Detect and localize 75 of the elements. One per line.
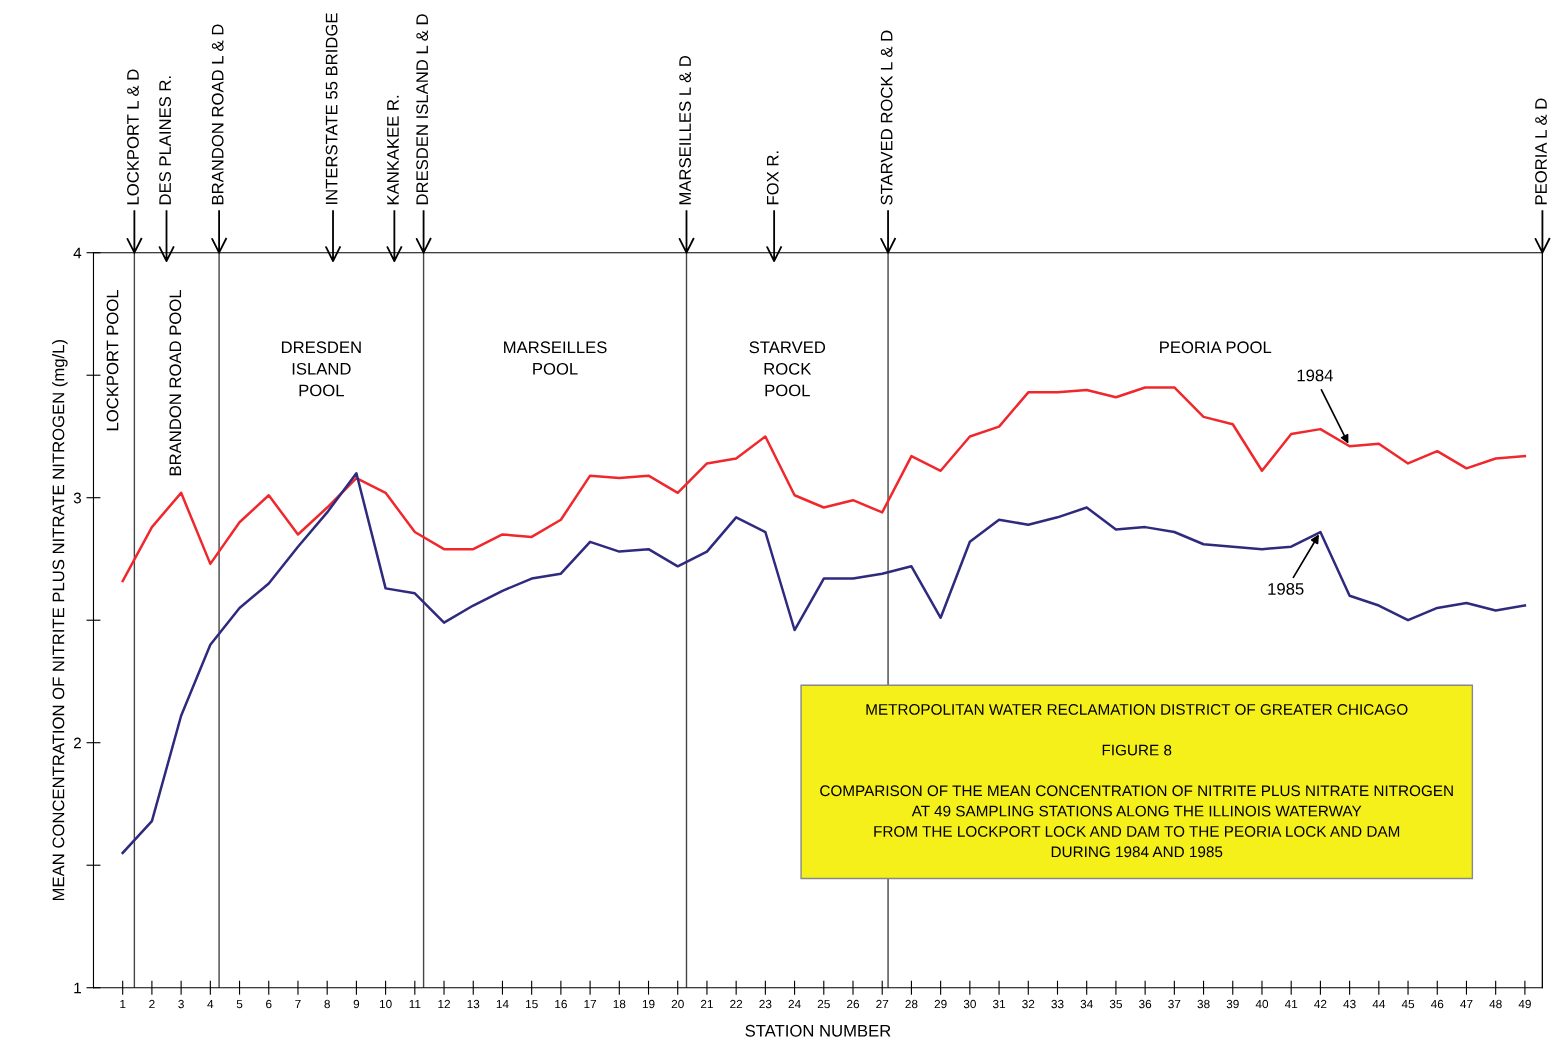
y-tick-label: 1	[74, 982, 81, 994]
x-tick-label: 35	[1109, 999, 1122, 1009]
x-tick-label: 1	[120, 999, 126, 1009]
ref-line-label: DES PLAINES R.	[159, 76, 171, 205]
x-tick-label: 45	[1401, 999, 1415, 1009]
annotation: BRANDON ROAD POOL	[169, 290, 182, 476]
annotation: STARVED ROCK POOL	[749, 341, 826, 397]
x-tick-label: 44	[1372, 999, 1386, 1009]
x-tick-label: 37	[1168, 999, 1181, 1009]
x-tick-label: 43	[1343, 999, 1356, 1009]
x-tick-label: 22	[730, 999, 743, 1009]
x-tick-label: 21	[700, 999, 713, 1009]
x-tick-label: 3	[178, 999, 184, 1009]
annotation: MARSEILLES POOL	[504, 341, 607, 375]
y-tick-label: 2	[73, 737, 81, 749]
x-tick-label: 36	[1139, 999, 1152, 1009]
x-tick-label: 11	[409, 999, 421, 1009]
annotation: PEORIA POOL	[1160, 341, 1272, 354]
ref-line-label: STARVED ROCK L & D	[880, 30, 893, 205]
ref-line-label: FOX R.	[766, 151, 779, 205]
x-tick-label: 18	[613, 999, 626, 1009]
x-tick-label: 9	[353, 999, 360, 1009]
x-tick-label: 41	[1284, 999, 1298, 1009]
x-tick-label: 27	[876, 999, 889, 1009]
x-tick-label: 13	[467, 999, 480, 1009]
x-tick-label: 7	[295, 999, 301, 1009]
x-tick-label: 39	[1226, 999, 1239, 1009]
ref-line-label: BRANDON ROAD L & D	[211, 24, 224, 205]
x-tick-label: 24	[788, 999, 801, 1009]
x-tick-label: 31	[992, 999, 1006, 1009]
text: METROPOLITAN WATER RECLAMATION DISTRICT OF GREATER CHICAGO FIGURE 8 COMPARISON OF THE MEAN CONCENTRATION OF NITRITE PLUS NITRATE NITROGEN AT 49 SAMPLING STATIONS ALONG THE ILLINOIS WATERWAY FROM THE LOCKPORT LOCK AND DAM TO THE PEORIA LOCK AND DAM DURING 1984 AND 1985	[820, 704, 1453, 858]
x-tick-label: 32	[1022, 999, 1035, 1009]
annotation: DRESDEN ISLAND POOL	[281, 341, 361, 397]
ref-line-label: MARSEILLES L & D	[679, 55, 691, 205]
x-tick-label: 5	[236, 999, 243, 1009]
ref-line-label: DRESDEN ISLAND L & D	[416, 14, 429, 205]
ref-line-label: LOCKPORT L & D	[127, 69, 139, 205]
ref-line-label: PEORIA L & D	[1535, 98, 1547, 205]
y-tick-label: 4	[73, 247, 82, 259]
x-tick-label: 6	[266, 999, 272, 1009]
x-tick-label: 15	[526, 999, 538, 1009]
ref-line-label: KANKAKEE R.	[387, 95, 399, 205]
x-tick-label: 49	[1518, 999, 1531, 1009]
x-tick-label: 47	[1460, 999, 1473, 1009]
x-tick-label: 38	[1197, 999, 1210, 1009]
x-tick-label: 8	[324, 999, 330, 1009]
x-tick-label: 40	[1255, 999, 1269, 1009]
line-series	[121, 386, 1527, 583]
x-tick-label: 2	[149, 999, 155, 1009]
x-tick-label: 19	[642, 999, 655, 1009]
x-tick-label: 42	[1314, 999, 1327, 1009]
x-tick-label: 14	[496, 999, 509, 1009]
x-tick-label: 23	[759, 999, 772, 1009]
x-tick-label: 30	[963, 999, 976, 1009]
x-tick-label: 26	[847, 999, 860, 1009]
x-tick-label: 4	[207, 999, 214, 1009]
x-tick-label: 46	[1430, 999, 1444, 1009]
x-tick-label: 17	[584, 999, 597, 1009]
x-tick-label: 12	[438, 999, 450, 1009]
x-tick-label: 34	[1080, 999, 1093, 1009]
x-tick-label: 25	[817, 999, 830, 1009]
x-tick-label: 48	[1489, 999, 1502, 1009]
x-tick-label: 10	[379, 999, 392, 1009]
y-tick-label: 3	[73, 492, 81, 504]
y-axis-title: MEAN CONCENTRATION OF NITRITE PLUS NITRATE NITROGEN (mg/L)	[52, 340, 68, 901]
ref-line-label: INTERSTATE 55 BRIDGE	[325, 13, 338, 204]
x-tick-label: 33	[1051, 999, 1064, 1009]
text: 1984	[1297, 369, 1333, 382]
annotation: LOCKPORT POOL	[106, 290, 119, 431]
x-axis-title: STATION NUMBER	[745, 1024, 891, 1037]
text: 1985	[1268, 583, 1304, 595]
x-tick-label: 28	[905, 999, 918, 1009]
x-tick-label: 29	[934, 999, 947, 1009]
x-tick-label: 16	[555, 999, 567, 1009]
x-tick-label: 20	[671, 999, 684, 1009]
